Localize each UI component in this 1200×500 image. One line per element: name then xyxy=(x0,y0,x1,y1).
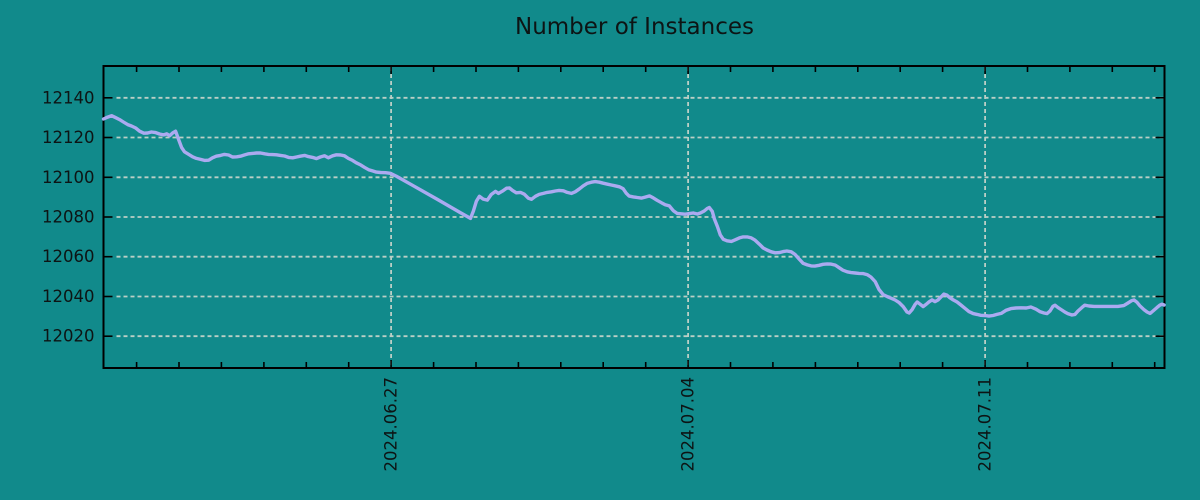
x-tick-label: 2024.07.11 xyxy=(976,377,995,471)
y-tick-label: 12040 xyxy=(42,287,95,306)
y-tick-label: 12100 xyxy=(42,168,95,187)
chart-title: Number of Instances xyxy=(515,14,754,40)
series-line xyxy=(101,113,1166,318)
y-tick-label: 12120 xyxy=(42,128,95,147)
x-tick-label: 2024.06.27 xyxy=(382,377,401,471)
x-tick-label: 2024.07.04 xyxy=(679,377,698,471)
plot-border xyxy=(102,65,1166,369)
y-tick-label: 12140 xyxy=(42,88,95,107)
y-tick-label: 12060 xyxy=(42,247,95,266)
y-tick-label: 12080 xyxy=(42,208,95,227)
y-tick-label: 12020 xyxy=(42,327,95,346)
